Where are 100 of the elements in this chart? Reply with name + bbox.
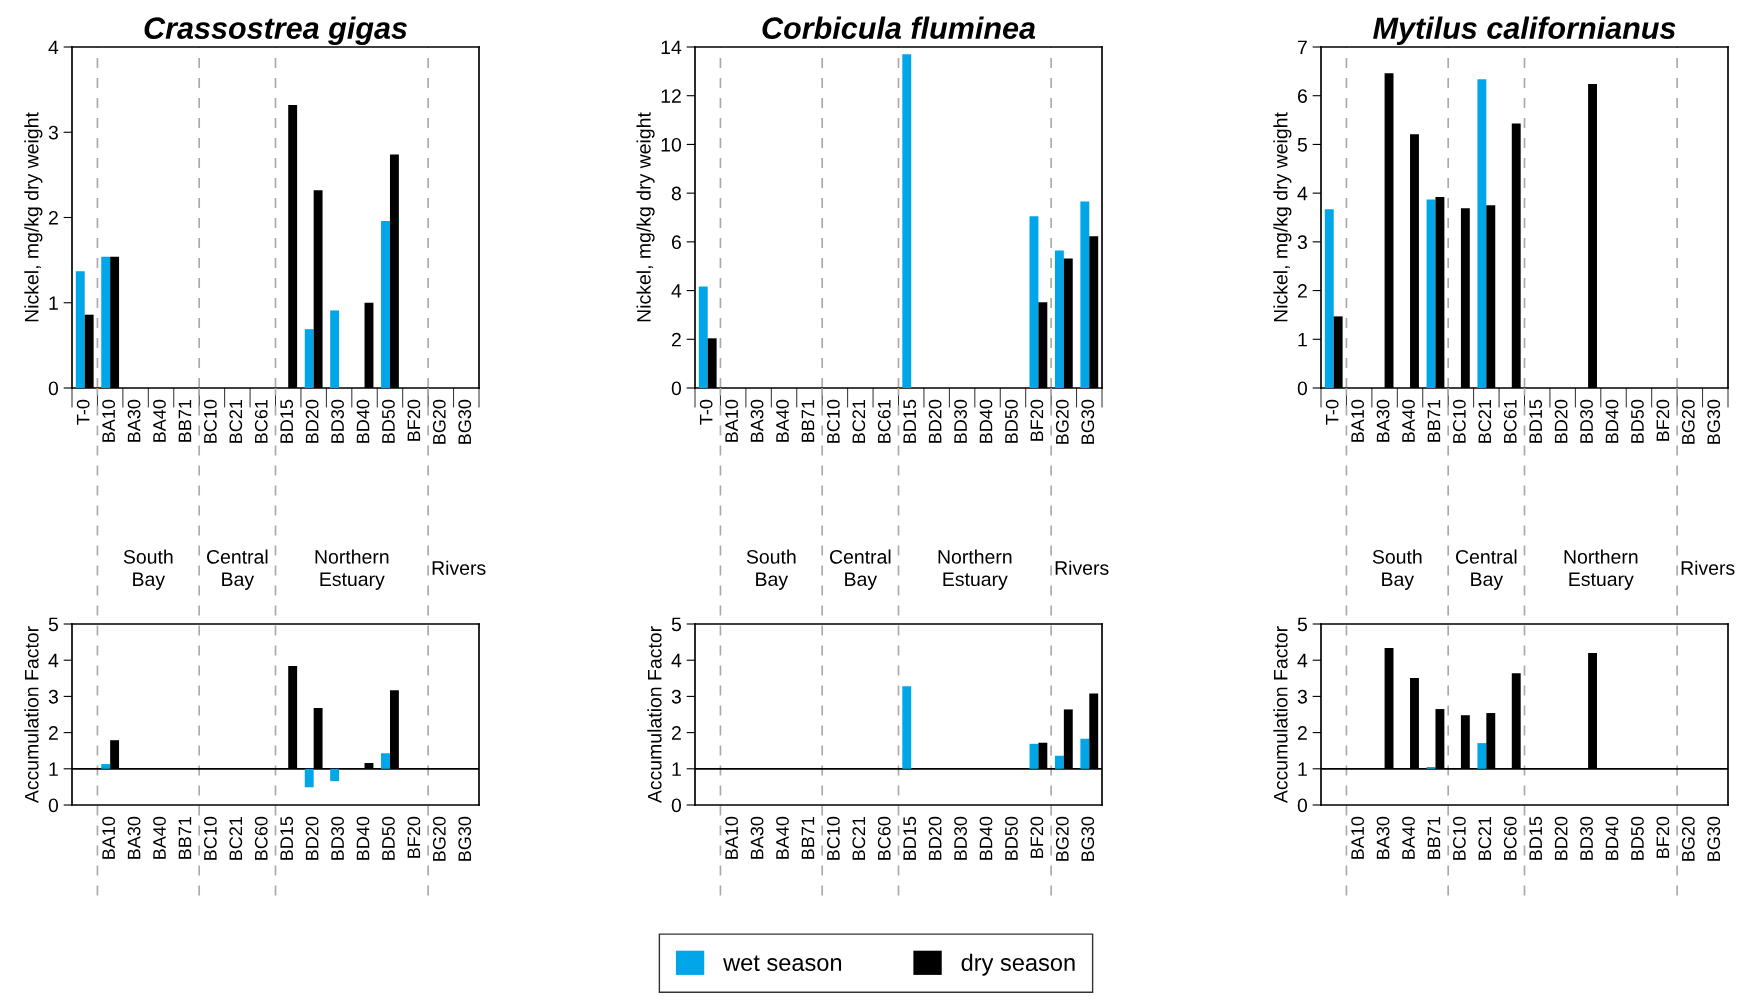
x-tick-label: BC60 bbox=[877, 816, 891, 860]
y-tick-label: 0 bbox=[671, 798, 682, 813]
y-axis-title: Accumulation Factor bbox=[24, 626, 39, 804]
x-tick-label: BD20 bbox=[1554, 816, 1568, 860]
x-tick-label: BC61 bbox=[877, 399, 891, 443]
x-tick-label: BD30 bbox=[1580, 816, 1593, 860]
x-tick-label: BG30 bbox=[458, 399, 472, 444]
y-tick-label: 1 bbox=[672, 762, 681, 776]
text: South Bay bbox=[1372, 549, 1422, 590]
x-tick-label: BD20 bbox=[1554, 399, 1568, 443]
x-tick-label: BC10 bbox=[1452, 816, 1466, 860]
y-tick-label: 1 bbox=[49, 762, 58, 776]
x-tick-label: T-0 bbox=[699, 399, 713, 425]
x-tick-label: BD50 bbox=[382, 816, 395, 860]
x-tick-label: BF20 bbox=[1656, 399, 1670, 441]
bar bbox=[101, 764, 111, 769]
y-tick-label: 1 bbox=[1298, 332, 1307, 347]
y-tick-label: 2 bbox=[48, 210, 58, 225]
x-tick-label: BC10 bbox=[826, 816, 840, 860]
y-tick-label: 4 bbox=[671, 653, 682, 668]
y-tick-label: 4 bbox=[48, 653, 59, 668]
y-tick-label: 4 bbox=[1297, 186, 1308, 201]
x-tick-label: BG20 bbox=[432, 399, 446, 444]
x-tick-label: BG20 bbox=[432, 816, 446, 861]
x-tick-label: BA40 bbox=[153, 816, 166, 859]
x-tick-label: BA40 bbox=[776, 816, 789, 859]
y-tick-label: 4 bbox=[671, 284, 682, 298]
text: South Bay bbox=[123, 549, 173, 590]
y-tick-label: 1 bbox=[1298, 762, 1307, 776]
x-tick-label: BA40 bbox=[1402, 399, 1415, 442]
bar bbox=[75, 271, 85, 388]
x-tick-label: BA10 bbox=[1351, 816, 1364, 859]
y-tick-label: 5 bbox=[1297, 617, 1307, 632]
x-tick-label: BD15 bbox=[280, 816, 294, 860]
text: Central Bay bbox=[1455, 549, 1517, 590]
bar bbox=[1080, 738, 1090, 769]
x-tick-label: BB71 bbox=[801, 399, 815, 442]
bar bbox=[902, 686, 912, 769]
bar bbox=[1054, 755, 1064, 769]
bar bbox=[330, 310, 340, 388]
y-tick-label: 4 bbox=[1297, 653, 1308, 668]
y-tick-label: 3 bbox=[1297, 235, 1307, 250]
text: Rivers bbox=[1055, 560, 1109, 575]
x-tick-label: BD40 bbox=[356, 816, 370, 860]
x-tick-label: BB71 bbox=[801, 816, 815, 859]
x-tick-label: BC21 bbox=[1478, 816, 1492, 860]
y-tick-label: 0 bbox=[48, 381, 59, 396]
x-tick-label: BD30 bbox=[954, 399, 967, 443]
x-tick-label: BD20 bbox=[928, 816, 942, 860]
text: Central Bay bbox=[206, 549, 268, 590]
bar bbox=[304, 329, 314, 388]
text: Central Bay bbox=[829, 549, 891, 590]
y-tick-label: 2 bbox=[671, 332, 681, 347]
x-tick-label: BD15 bbox=[903, 816, 917, 860]
x-tick-label: BG30 bbox=[1707, 399, 1721, 444]
bar bbox=[698, 286, 708, 388]
y-axis-title: Nickel, mg/kg dry weight bbox=[636, 112, 655, 322]
x-tick-label: BC61 bbox=[254, 399, 268, 443]
y-axis-title: Nickel, mg/kg dry weight bbox=[24, 112, 43, 322]
chart-title: Crassostrea gigas bbox=[144, 16, 407, 46]
x-tick-label: BD40 bbox=[979, 399, 993, 443]
x-tick-label: BD40 bbox=[979, 816, 993, 860]
x-tick-label: BD20 bbox=[305, 399, 319, 443]
bar bbox=[1324, 209, 1334, 388]
x-tick-label: BD50 bbox=[382, 399, 395, 443]
x-tick-label: BB71 bbox=[178, 816, 192, 859]
y-axis-title: Nickel, mg/kg dry weight bbox=[1273, 112, 1292, 322]
x-tick-label: BD15 bbox=[1529, 816, 1543, 860]
x-tick-label: BA30 bbox=[127, 399, 141, 442]
x-tick-label: BG20 bbox=[1055, 399, 1069, 444]
text: Northern Estuary bbox=[1564, 549, 1638, 590]
y-tick-label: 0 bbox=[48, 798, 59, 813]
x-tick-label: BA10 bbox=[725, 399, 738, 442]
y-tick-label: 4 bbox=[48, 40, 59, 55]
x-tick-label: BC60 bbox=[254, 816, 268, 860]
x-tick-label: BA30 bbox=[1376, 816, 1390, 859]
x-tick-label: BA10 bbox=[1351, 399, 1364, 442]
y-tick-label: 0 bbox=[1297, 798, 1308, 813]
x-tick-label: BB71 bbox=[1427, 816, 1441, 859]
y-axis-title: Accumulation Factor bbox=[647, 626, 662, 804]
x-tick-label: BA10 bbox=[102, 399, 115, 442]
x-tick-label: BG30 bbox=[1707, 816, 1721, 861]
y-axis-title: Accumulation Factor bbox=[1273, 626, 1288, 804]
text: South Bay bbox=[746, 549, 796, 590]
x-tick-label: BD40 bbox=[356, 399, 370, 443]
x-tick-label: BF20 bbox=[1656, 816, 1670, 858]
x-tick-label: BA10 bbox=[102, 816, 115, 859]
y-tick-label: 1 bbox=[49, 296, 58, 310]
y-tick-label: 3 bbox=[1297, 689, 1307, 704]
text: Rivers bbox=[1681, 560, 1735, 575]
bar bbox=[1426, 199, 1436, 388]
x-tick-label: BC60 bbox=[1503, 816, 1517, 860]
text: Northern Estuary bbox=[938, 549, 1012, 590]
y-tick-label: 5 bbox=[671, 617, 681, 632]
x-tick-label: BD15 bbox=[903, 399, 917, 443]
x-tick-label: BD40 bbox=[1605, 816, 1619, 860]
x-tick-label: BD30 bbox=[954, 816, 967, 860]
x-tick-label: BD50 bbox=[1631, 816, 1644, 860]
x-tick-label: BA30 bbox=[1376, 399, 1390, 442]
x-tick-label: BA30 bbox=[127, 816, 141, 859]
